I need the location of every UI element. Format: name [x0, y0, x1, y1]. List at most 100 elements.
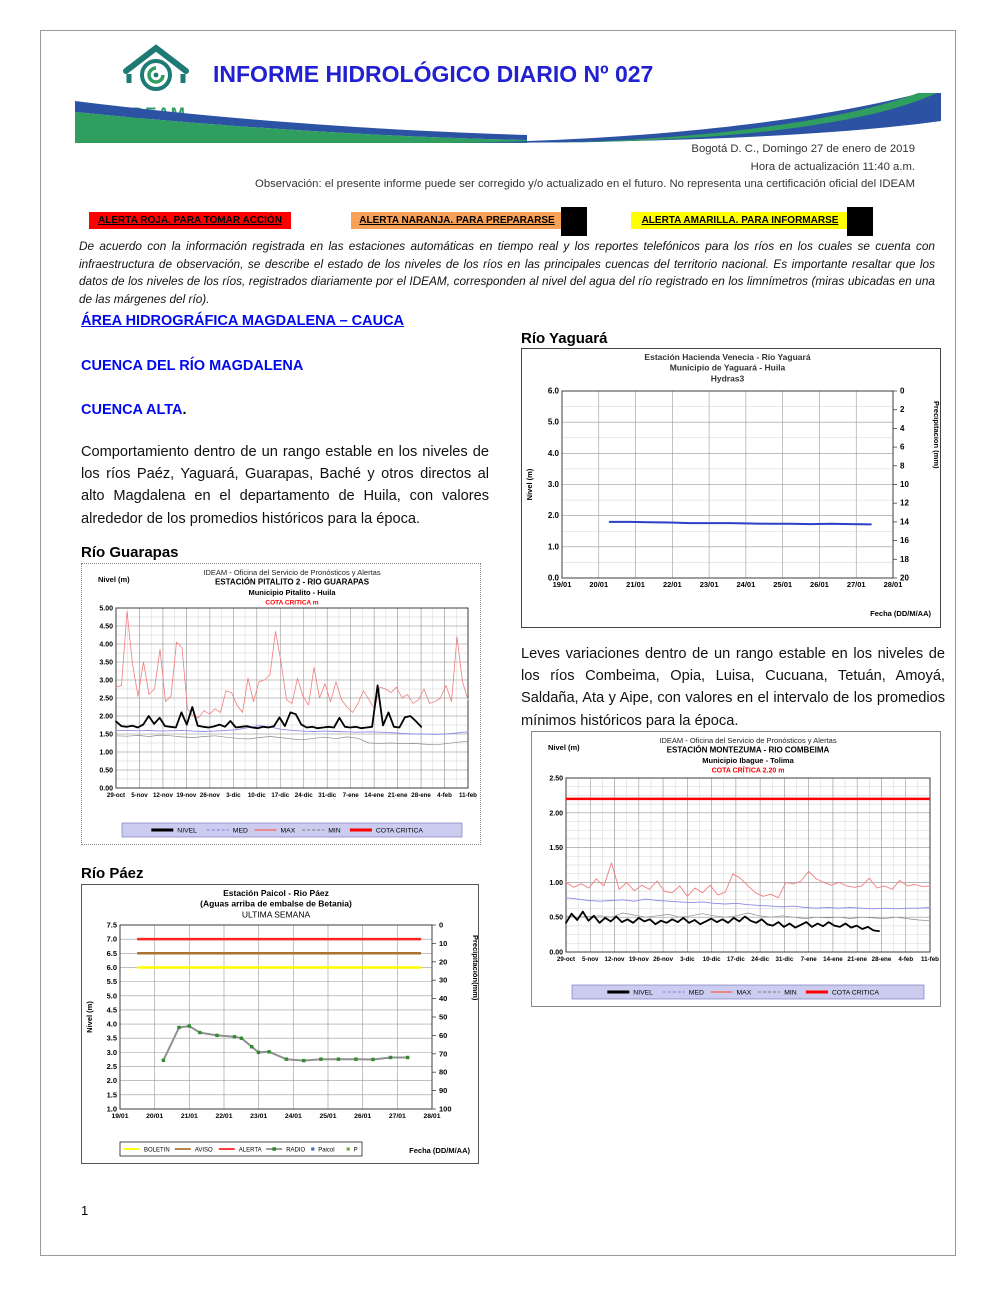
svg-text:4.50: 4.50: [99, 624, 113, 631]
heading-rio-guarapas: Río Guarapas: [81, 544, 179, 561]
svg-text:23/01: 23/01: [250, 1113, 267, 1120]
svg-text:IDEAM - Oficina del Servicio: IDEAM - Oficina del Servicio de Pronósti…: [659, 736, 836, 745]
svg-text:12-nov: 12-nov: [605, 956, 626, 963]
svg-text:MAX: MAX: [281, 827, 296, 834]
svg-text:2.50: 2.50: [549, 776, 563, 783]
svg-text:5-nov: 5-nov: [582, 956, 599, 963]
svg-text:10: 10: [900, 480, 909, 489]
svg-text:Nivel (m): Nivel (m): [98, 575, 130, 584]
svg-text:Nivel (m): Nivel (m): [525, 468, 534, 500]
heading-area-hidrografica: ÁREA HIDROGRÁFICA MAGDALENA – CAUCA: [81, 313, 405, 329]
header-wave-decoration: [75, 93, 941, 143]
svg-text:28/01: 28/01: [884, 580, 903, 589]
svg-text:2.0: 2.0: [107, 1076, 117, 1085]
meta-date: Bogotá D. C., Domingo 27 de enero de 201…: [691, 143, 915, 155]
svg-text:2.50: 2.50: [99, 696, 113, 703]
svg-text:17-dic: 17-dic: [727, 956, 745, 963]
svg-text:11-feb: 11-feb: [459, 792, 477, 799]
svg-text:COTA CRITICA: COTA CRITICA: [832, 989, 880, 996]
svg-text:1.50: 1.50: [549, 845, 563, 852]
svg-text:24/01: 24/01: [285, 1113, 302, 1120]
svg-text:6.0: 6.0: [548, 387, 560, 396]
svg-text:COTA CRITICA: COTA CRITICA: [376, 827, 424, 834]
svg-text:5.00: 5.00: [99, 606, 113, 613]
alert-yellow-badge: ALERTA AMARILLA. PARA INFORMARSE: [631, 212, 849, 229]
svg-text:2.0: 2.0: [548, 511, 560, 520]
svg-text:20/01: 20/01: [146, 1113, 163, 1120]
combeima-chart-frame: 29-oct 5-nov 12-nov 19-nov 26-nov 3-dic 10-dic…: [531, 731, 941, 1007]
svg-text:1.0: 1.0: [107, 1105, 117, 1114]
svg-text:20: 20: [900, 574, 909, 583]
svg-text:19-nov: 19-nov: [629, 956, 650, 963]
svg-text:MED: MED: [689, 989, 704, 996]
svg-text:6.5: 6.5: [107, 949, 117, 958]
svg-text:IDEAM - Oficina del Servicio d: IDEAM - Oficina del Servicio de Pronósti…: [203, 568, 380, 577]
svg-text:25/01: 25/01: [319, 1113, 336, 1120]
svg-text:2.00: 2.00: [549, 810, 563, 817]
svg-text:24-dic: 24-dic: [751, 956, 769, 963]
svg-text:21-ene: 21-ene: [847, 956, 867, 963]
svg-text:3.0: 3.0: [107, 1048, 117, 1057]
svg-text:4-feb: 4-feb: [437, 792, 452, 799]
svg-text:0: 0: [439, 921, 443, 930]
svg-text:11-feb: 11-feb: [921, 956, 939, 963]
svg-text:6: 6: [900, 443, 905, 452]
svg-text:18: 18: [900, 555, 909, 564]
svg-text:10: 10: [439, 939, 447, 948]
cuenca-alta-paragraph: Comportamiento dentro de un rango establ…: [81, 444, 489, 527]
heading-cuenca-alta: CUENCA ALTA.: [81, 402, 187, 418]
svg-text:5.5: 5.5: [107, 977, 117, 986]
svg-text:20: 20: [439, 957, 447, 966]
paez-chart-frame: 19/01 20/01 21/01 22/01 23/01 24/01 25/01 26/01…: [81, 884, 480, 1164]
page-title: INFORME HIDROLÓGICO DIARIO Nº 027: [213, 61, 654, 87]
svg-text:ULTIMA SEMANA: ULTIMA SEMANA: [242, 909, 311, 919]
heading-rio-yaguara: Río Yaguará: [521, 330, 608, 347]
svg-text:17-dic: 17-dic: [271, 792, 289, 799]
svg-text:2: 2: [900, 405, 905, 414]
svg-text:RADIO: RADIO: [286, 1147, 305, 1153]
svg-text:BOLETIN: BOLETIN: [144, 1147, 170, 1153]
svg-text:26/01: 26/01: [354, 1113, 371, 1120]
alert-red-badge: ALERTA ROJA. PARA TOMAR ACCIÓN: [89, 212, 291, 229]
svg-text:Precipitacion (mm): Precipitacion (mm): [932, 401, 939, 469]
svg-text:21/01: 21/01: [181, 1113, 198, 1120]
svg-text:21/01: 21/01: [626, 580, 645, 589]
svg-text:7.0: 7.0: [107, 935, 117, 944]
svg-text:14-ene: 14-ene: [823, 956, 843, 963]
svg-text:Precipitación(mm): Precipitación(mm): [471, 935, 478, 1001]
svg-text:20/01: 20/01: [589, 580, 608, 589]
svg-text:100: 100: [439, 1105, 452, 1114]
svg-text:Estación Hacienda Venecia - R: Estación Hacienda Venecia - Río Yaguará: [644, 352, 810, 362]
svg-text:80: 80: [439, 1068, 447, 1077]
alert-orange-badge: ALERTA NARANJA. PARA PREPARARSE: [351, 212, 563, 229]
svg-text:1.5: 1.5: [107, 1090, 117, 1099]
svg-text:26-nov: 26-nov: [200, 792, 221, 799]
svg-text:0.0: 0.0: [548, 574, 560, 583]
svg-text:0: 0: [900, 387, 905, 396]
svg-text:Municipio Pitalito - Huila: Municipio Pitalito - Huila: [248, 588, 336, 597]
svg-text:50: 50: [439, 1013, 447, 1022]
ideam-logo-icon: [123, 44, 189, 91]
svg-text:Estación Paicol - Rio Páez: Estación Paicol - Rio Páez: [223, 888, 329, 898]
meta-update-time: Hora de actualización 11:40 a.m.: [750, 160, 915, 173]
svg-text:60: 60: [439, 1031, 447, 1040]
yaguara-chart: 19/01 20/01 21/01 22/01 23/01 24/01 25/01 26/01…: [525, 352, 941, 618]
svg-text:12-nov: 12-nov: [153, 792, 174, 799]
svg-text:19-nov: 19-nov: [176, 792, 197, 799]
svg-text:4.5: 4.5: [107, 1005, 117, 1014]
svg-text:16: 16: [900, 536, 909, 545]
svg-text:MIN: MIN: [328, 827, 341, 834]
svg-text:90: 90: [439, 1086, 447, 1095]
svg-text:P: P: [354, 1147, 358, 1153]
svg-text:21-ene: 21-ene: [388, 792, 408, 799]
svg-text:1.50: 1.50: [99, 732, 113, 739]
svg-text:Municipio Ibague - Tolima: Municipio Ibague - Tolima: [702, 756, 794, 765]
redaction-box: [847, 207, 873, 236]
svg-text:NIVEL: NIVEL: [177, 827, 197, 834]
svg-text:10-dic: 10-dic: [248, 792, 266, 799]
guarapas-chart: 29-oct 5-nov 12-nov 19-nov 26-nov 3-dic 10-dic…: [98, 568, 477, 838]
meta-observation: Observación: el presente informe puede s…: [255, 178, 915, 190]
svg-text:ESTACIÓN MONTEZUMA - RIO C: ESTACIÓN MONTEZUMA - RIO COMBEIMA: [667, 746, 830, 755]
svg-text:3-dic: 3-dic: [680, 956, 695, 963]
svg-text:3.5: 3.5: [107, 1034, 117, 1043]
